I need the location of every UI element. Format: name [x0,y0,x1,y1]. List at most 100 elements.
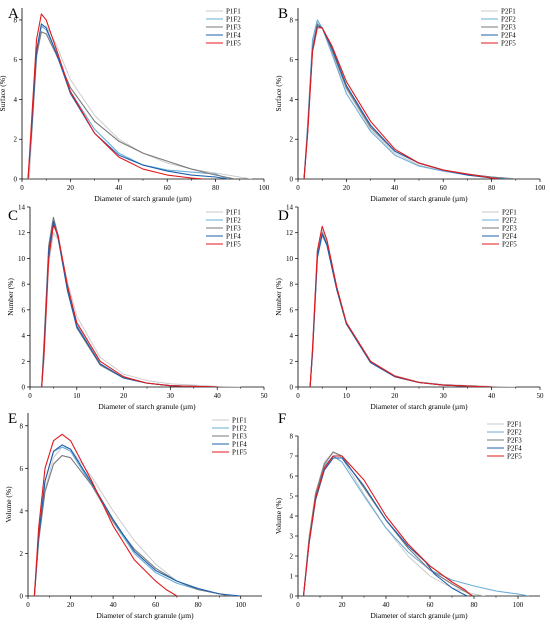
y-tick-label: 3 [290,533,294,541]
y-tick-label: 4 [290,332,294,340]
x-tick-label: 50 [261,392,269,400]
panel-letter: B [278,6,288,22]
y-tick-label: 2 [14,136,18,144]
y-axis-label: Volume (%) [4,486,13,523]
y-tick-label: 8 [20,422,24,430]
y-tick-label: 0 [22,384,26,392]
panel-letter: C [8,208,18,224]
x-tick-label: 100 [235,601,246,609]
x-axis-label: Diameter of starch granule (µm) [370,611,468,620]
x-tick-label: 40 [115,184,123,192]
legend-label: P2F2 [502,216,517,224]
legend-label: P2F1 [507,420,522,428]
x-tick-label: 20 [391,392,399,400]
y-tick-label: 4 [290,96,294,104]
x-tick-label: 60 [427,601,435,609]
series-line-P2F5 [302,455,473,596]
legend-label: P1F3 [232,432,247,440]
legend-label: P2F2 [501,15,516,23]
series-line-P2F5 [303,27,499,179]
y-tick-label: 2 [20,550,24,558]
legend-label: P1F5 [226,240,241,248]
y-tick-label: 2 [290,358,294,366]
series-line-P1F4 [41,220,218,387]
legend-label: P1F1 [226,7,241,15]
legend-label: P2F4 [501,31,516,39]
series-line-P2F3 [302,451,475,596]
y-tick-label: 12 [286,229,294,237]
y-axis-label: Volume (%) [274,497,283,534]
y-tick-label: 2 [22,358,26,366]
x-tick-label: 0 [28,392,32,400]
y-axis-label: Surface (%) [0,75,7,112]
legend-label: P2F1 [502,208,517,216]
x-tick-label: 0 [296,601,300,609]
series-line-P1F5 [41,224,218,387]
x-tick-label: 0 [20,184,24,192]
x-tick-label: 20 [120,392,128,400]
y-tick-label: 2 [290,553,294,561]
x-axis-label: Diameter of starch granule (µm) [370,402,468,411]
y-tick-label: 8 [290,281,294,289]
y-tick-label: 14 [286,204,294,212]
series-line-P2F4 [302,457,468,596]
y-tick-label: 2 [290,136,294,144]
series-line-P1F3 [33,455,231,596]
y-tick-label: 1 [290,573,294,581]
y-axis-label: Number (%) [6,278,15,316]
y-tick-label: 0 [20,593,24,601]
y-tick-label: 6 [290,56,294,64]
x-tick-label: 50 [537,392,545,400]
legend-label: P2F4 [502,232,517,240]
legend-label: P2F3 [507,436,522,444]
panel-letter: E [8,411,17,427]
series-line-P2F1 [303,21,516,179]
series-line-P1F5 [27,13,204,179]
y-tick-label: 10 [286,255,294,263]
panel-letter: A [8,6,19,22]
series-line-P1F5 [33,433,178,596]
panel-A: A 0 20 40 60 80 100 0 2 4 6 8 Diameter of starch gra… [0,6,270,203]
y-tick-label: 4 [290,513,294,521]
legend-label: P2F2 [507,428,522,436]
panel-F: F 0 20 40 60 80 100 0 1 2 3 4 5 6 7 8 Diameter of starch… [274,411,540,620]
x-axis-label: Diameter of starch granule (µm) [98,402,196,411]
x-tick-label: 40 [110,601,118,609]
series-line-P2F4 [309,233,492,387]
series-line-P2F3 [303,23,516,179]
series-group [41,216,241,387]
legend-label: P1F1 [232,416,247,424]
y-tick-label: 8 [14,16,18,24]
legend-label: P1F5 [232,448,247,456]
x-tick-label: 10 [73,392,81,400]
x-tick-label: 20 [67,601,75,609]
y-tick-label: 5 [290,493,294,501]
y-axis-label: Surface (%) [274,75,283,112]
series-line-P2F1 [309,229,516,387]
y-tick-label: 6 [290,306,294,314]
y-tick-label: 4 [14,96,18,104]
x-tick-label: 40 [488,392,496,400]
panel-C: C 0 10 20 30 40 50 0 2 4 6 8 10 12 14 Diameter of starc… [6,204,268,412]
x-tick-label: 30 [167,392,175,400]
panel-B: B 0 20 40 60 80 100 0 2 4 6 8 Diameter of starch gra… [274,6,546,203]
legend-label: P2F5 [502,240,517,248]
x-axis-label: Diameter of starch granule (µm) [370,194,468,203]
x-tick-label: 100 [535,184,546,192]
series-line-P1F4 [27,23,228,179]
y-tick-label: 0 [14,176,18,184]
y-tick-label: 4 [20,507,24,515]
x-tick-label: 60 [152,601,160,609]
x-tick-label: 30 [440,392,448,400]
series-line-P1F1 [28,25,252,179]
series-line-P2F2 [303,19,516,179]
series-line-P2F1 [303,451,486,596]
legend-label: P2F4 [507,444,522,452]
panel-letter: D [278,208,289,224]
panel-letter: F [278,411,286,427]
y-tick-label: 6 [20,465,24,473]
